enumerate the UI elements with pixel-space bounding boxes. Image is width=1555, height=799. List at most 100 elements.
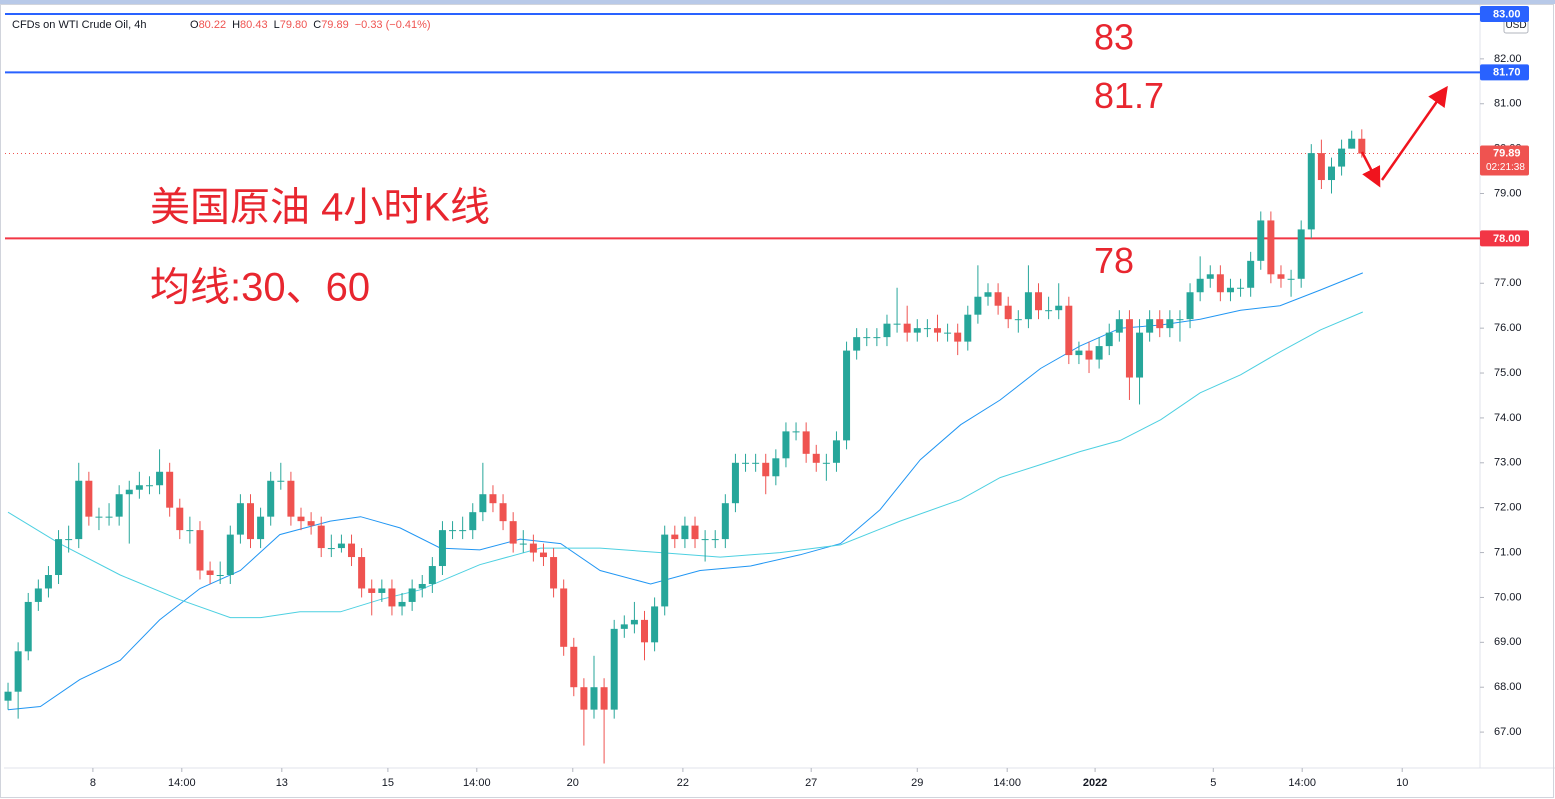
candle-body (661, 534, 669, 607)
candle-body (186, 530, 194, 532)
candle-body (509, 521, 517, 544)
candle-body (641, 619, 649, 643)
x-tick-label: 14:00 (463, 777, 491, 789)
x-tick-label: 27 (805, 777, 817, 789)
moving-average (7, 311, 1363, 619)
candle-body (307, 521, 315, 526)
x-tick-label: 20 (567, 777, 579, 789)
candle-body (166, 471, 174, 508)
candle-body (944, 332, 952, 334)
candle-body (651, 606, 659, 643)
candle-body (933, 328, 941, 333)
ohlc-value: 80.22 (199, 19, 227, 31)
candle-body (560, 588, 568, 647)
candle-body (1024, 292, 1032, 320)
ohlc-change: −0.33 (−0.41%) (355, 19, 431, 31)
candle-body (34, 588, 42, 602)
candle-body (843, 350, 851, 441)
level-tag (1480, 230, 1529, 247)
candle-body (529, 543, 537, 553)
candle-body (145, 485, 153, 487)
y-tick-label: 71.00 (1494, 546, 1522, 558)
candle-body (1348, 138, 1356, 149)
candle-body (95, 516, 103, 518)
candle-body (115, 494, 123, 517)
candle-body (348, 543, 356, 558)
candle-body (398, 601, 406, 607)
candle-body (1196, 278, 1204, 293)
candle-body (65, 539, 73, 541)
candle-body (1105, 332, 1113, 347)
candle-body (1136, 332, 1144, 378)
candle-body (337, 543, 345, 549)
candle-body (711, 539, 719, 541)
price-tag (1480, 145, 1529, 176)
candle-body (1206, 274, 1214, 279)
candle-body (610, 628, 618, 710)
candle-body (832, 440, 840, 463)
x-tick-label: 14:00 (1288, 777, 1316, 789)
candle-body (257, 516, 265, 540)
candle-body (863, 337, 871, 339)
candle-body (671, 534, 679, 540)
candle-body (630, 619, 638, 625)
candle-body (903, 323, 911, 333)
y-tick-label: 81.00 (1494, 98, 1522, 110)
candle-body (1277, 274, 1285, 279)
candle-body (75, 480, 83, 540)
candle-body (1267, 220, 1275, 275)
candle-body (1115, 319, 1123, 333)
arrow-up (1380, 85, 1448, 181)
candle-body (519, 543, 527, 545)
x-tick-label: 10 (1396, 777, 1408, 789)
candle-body (55, 539, 63, 576)
candle-body (964, 314, 972, 342)
candle-body (1237, 287, 1245, 289)
x-tick-label: 15 (382, 777, 394, 789)
candle-body (1085, 350, 1093, 360)
level-tag-label: 83.00 (1493, 8, 1521, 20)
candle-body (317, 525, 325, 549)
candle-body (388, 588, 396, 607)
y-tick-label: 75.00 (1494, 367, 1522, 379)
candle-body (226, 534, 234, 576)
y-tick-label: 72.00 (1494, 502, 1522, 514)
candle-body (1014, 319, 1022, 321)
candle-body (812, 453, 820, 463)
candle-body (1186, 292, 1194, 320)
candle-body (206, 570, 214, 576)
candle-body (1338, 148, 1346, 167)
y-tick-label: 73.00 (1494, 457, 1522, 469)
candle-body (580, 687, 588, 710)
candle-body (691, 525, 699, 540)
candle-body (1216, 274, 1224, 293)
frame (0, 4, 1554, 798)
candle-body (570, 646, 578, 688)
candle-body (428, 566, 436, 584)
candle-body (1004, 305, 1012, 320)
candle-body (267, 480, 275, 517)
candle-body (418, 583, 426, 589)
candle-body (327, 548, 335, 550)
candle-body (883, 323, 891, 338)
candle-body (1095, 346, 1103, 360)
candle-body (1035, 292, 1043, 311)
candle-body (1257, 220, 1265, 261)
candle-body (853, 337, 861, 351)
x-tick-label: 14:00 (993, 777, 1021, 789)
candle-body (358, 557, 366, 589)
candle-body (913, 328, 921, 333)
candle-body (721, 503, 729, 540)
ohlc-label: C (313, 19, 321, 31)
candle-body (489, 494, 497, 504)
ohlc-label: L (274, 19, 280, 31)
price-countdown: 02:21:38 (1486, 162, 1525, 173)
candle-body (994, 292, 1002, 306)
candle-body (1358, 138, 1366, 154)
candle-body (731, 462, 739, 504)
candle-body (1166, 319, 1174, 329)
ohlc-value: 79.80 (280, 19, 308, 31)
candle-body (378, 588, 386, 593)
candle-body (620, 624, 628, 629)
